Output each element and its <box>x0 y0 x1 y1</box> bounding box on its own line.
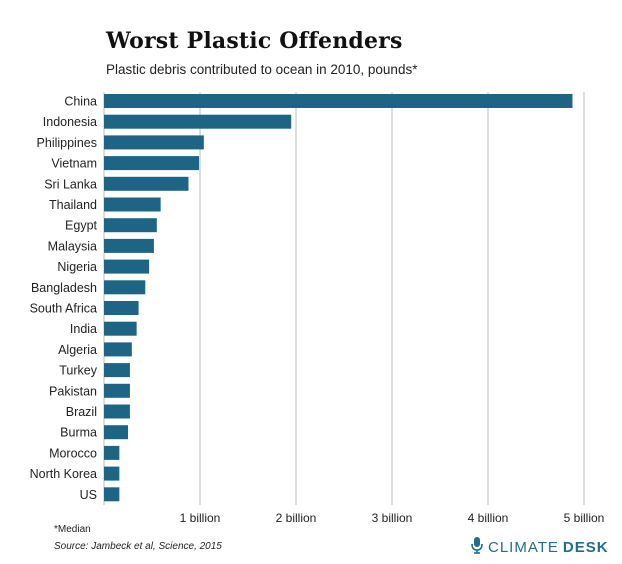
bar-morocco <box>104 445 120 460</box>
bars <box>104 94 573 502</box>
bar-china <box>104 94 573 108</box>
footnote: *Median <box>54 524 91 535</box>
category-label: Vietnam <box>51 157 97 171</box>
bar-brazil <box>104 404 130 419</box>
bar-turkey <box>104 363 130 378</box>
category-label: Bangladesh <box>31 281 97 295</box>
category-label: Brazil <box>66 405 97 419</box>
bar-nigeria <box>104 259 150 274</box>
gridlines <box>103 92 585 505</box>
category-label: Algeria <box>58 343 97 357</box>
category-label: Malaysia <box>48 239 97 253</box>
bar-sri-lanka <box>104 176 189 191</box>
bar-malaysia <box>104 238 154 253</box>
category-label: South Africa <box>30 302 97 316</box>
climate-desk-logo: CLIMATE DESK <box>470 536 609 559</box>
category-labels: China Indonesia Philippines Vietnam Sri Lank… <box>30 95 98 502</box>
bar-thailand <box>104 197 161 212</box>
bar-north-korea <box>104 466 120 481</box>
category-label: Philippines <box>37 136 97 150</box>
category-label: Pakistan <box>49 384 97 398</box>
bar-south-africa <box>104 301 139 315</box>
x-axis-ticks: 1 billion 2 billion 3 billion 4 billion 5 bi… <box>180 511 605 525</box>
category-label: Morocco <box>49 446 97 460</box>
category-label: India <box>70 322 97 336</box>
source-note: Source: Jambeck et al, Science, 2015 <box>54 541 222 552</box>
bar-vietnam <box>104 156 200 171</box>
bar-pakistan <box>104 383 130 398</box>
category-label: Egypt <box>65 219 97 233</box>
category-label: China <box>64 95 97 109</box>
microphone-icon <box>470 536 484 559</box>
category-label: Nigeria <box>57 260 97 274</box>
logo-text-desk: DESK <box>562 539 609 556</box>
chart-title: Worst Plastic Offenders <box>106 28 403 54</box>
x-tick-label: 5 billion <box>564 511 605 525</box>
category-label: Sri Lanka <box>44 177 97 191</box>
bar-burma <box>104 425 128 440</box>
bar-india <box>104 321 137 336</box>
category-label: US <box>80 488 97 502</box>
category-label: Indonesia <box>43 115 97 129</box>
bar-us <box>104 487 120 502</box>
x-tick-label: 2 billion <box>276 511 317 525</box>
x-tick-label: 4 billion <box>468 511 509 525</box>
bar-bangladesh <box>104 280 146 295</box>
bar-algeria <box>104 342 132 357</box>
bar-egypt <box>104 218 157 233</box>
category-label: North Korea <box>30 467 97 481</box>
bar-indonesia <box>104 114 292 129</box>
category-label: Thailand <box>49 198 97 212</box>
chart-subtitle: Plastic debris contributed to ocean in 2… <box>106 62 418 77</box>
category-label: Turkey <box>59 364 97 378</box>
category-label: Burma <box>60 426 97 440</box>
x-tick-label: 3 billion <box>372 511 413 525</box>
logo-text-climate: CLIMATE <box>488 539 559 556</box>
x-tick-label: 1 billion <box>180 511 221 525</box>
bar-philippines <box>104 135 204 150</box>
